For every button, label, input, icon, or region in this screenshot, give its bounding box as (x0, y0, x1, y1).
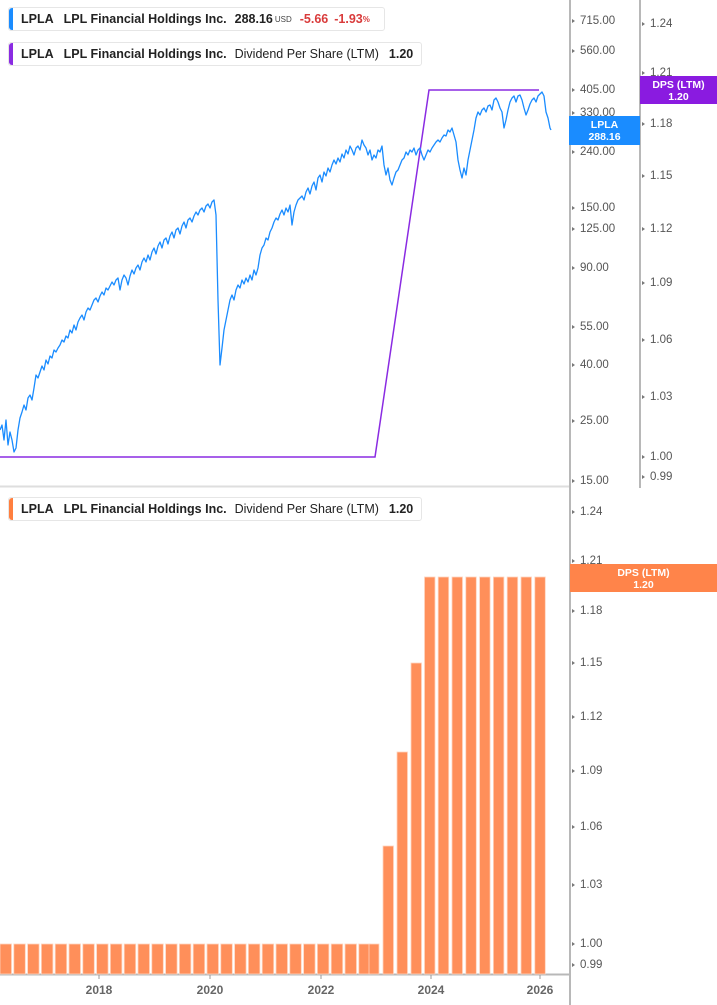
dps-axis-line-top[interactable] (639, 0, 641, 488)
legend-color-swatch (9, 43, 13, 65)
dps-bottom-axis-tick: 1.00 (571, 938, 603, 950)
dps-bottom-axis-tick: 1.15 (571, 657, 603, 669)
legend-change: -5.66 (299, 12, 329, 26)
dps-axis-tick: 1.12 (641, 223, 673, 235)
dps-bottom-axis-tick: 1.09 (571, 765, 603, 777)
price-axis-tick: 240.00 (571, 146, 616, 158)
price-tag-ticker: LPLA (590, 119, 619, 131)
legend-ticker: LPLA (21, 47, 54, 61)
dps-top-tag-label: DPS (LTM) (652, 79, 705, 91)
price-tag-value: 288.16 (588, 131, 621, 143)
price-axis-tick: 715.00 (571, 15, 616, 27)
legend-ticker: LPLA (21, 12, 54, 26)
legend-change-pct: -1.93 (334, 12, 363, 26)
legend-pct-sign: % (362, 14, 370, 24)
legend-price-value: 288.16 (234, 12, 273, 26)
x-axis-label: 2018 (85, 983, 113, 997)
price-axis-tick: 15.00 (572, 475, 609, 487)
dps-bottom-axis-tick: 0.99 (571, 959, 603, 971)
legend-ticker: LPLA (21, 502, 54, 516)
dps-top-tag-value: 1.20 (668, 91, 689, 103)
legend-value: 1.20 (388, 47, 414, 61)
dps-axis-tick: 0.99 (641, 471, 673, 483)
price-axis-tick: 55.00 (572, 321, 609, 333)
price-tag: LPLA 288.16 (569, 116, 640, 145)
legend-dps-top[interactable]: LPLA LPL Financial Holdings Inc. Dividen… (8, 42, 423, 66)
dps-top-tag: DPS (LTM) 1.20 (640, 76, 717, 104)
dps-axis-tick: 1.15 (641, 170, 673, 182)
dps-line (0, 89, 539, 458)
dps-bottom-axis-tick: 1.12 (571, 711, 603, 723)
dps-bottom-axis-tick: 1.24 (571, 506, 603, 518)
dps-axis-tick: 1.06 (641, 334, 673, 346)
dps-bottom-axis-tick: 1.18 (571, 605, 603, 617)
legend-price[interactable]: LPLA LPL Financial Holdings Inc. 288.16 … (8, 7, 385, 31)
price-line (0, 91, 552, 453)
dps-axis-tick: 1.18 (641, 118, 673, 130)
legend-metric: Dividend Per Share (LTM) (234, 502, 379, 516)
x-axis-label: 2022 (307, 983, 335, 997)
price-axis-tick: 125.00 (571, 223, 616, 235)
dps-bars (0, 576, 546, 975)
dps-bottom-axis-tick: 1.06 (571, 821, 603, 833)
dps-bottom-tag-value: 1.20 (633, 579, 654, 591)
x-axis-ticks (98, 975, 541, 979)
dps-bottom-axis-tick: 1.03 (571, 879, 603, 891)
legend-value: 1.20 (388, 502, 414, 516)
price-axis-line[interactable] (569, 0, 571, 1005)
legend-color-swatch (9, 8, 13, 30)
legend-company-name: LPL Financial Holdings Inc. (63, 502, 227, 516)
price-axis-tick: 560.00 (571, 45, 616, 57)
price-axis-tick: 25.00 (572, 415, 609, 427)
dps-bottom-tag-label: DPS (LTM) (617, 567, 670, 579)
price-axis-tick: 90.00 (572, 262, 609, 274)
dps-axis-tick: 1.24 (641, 18, 673, 30)
dps-axis-tick: 1.09 (641, 277, 673, 289)
dps-axis-tick: 1.00 (641, 451, 673, 463)
legend-color-swatch (9, 498, 13, 520)
legend-company-name: LPL Financial Holdings Inc. (63, 12, 227, 26)
legend-company-name: LPL Financial Holdings Inc. (63, 47, 227, 61)
x-axis-label: 2020 (196, 983, 224, 997)
x-axis-label: 2024 (417, 983, 445, 997)
dps-bottom-tag: DPS (LTM) 1.20 (570, 564, 717, 592)
dps-axis-tick: 1.03 (641, 391, 673, 403)
legend-dps-bottom[interactable]: LPLA LPL Financial Holdings Inc. Dividen… (8, 497, 423, 521)
x-axis-label: 2026 (526, 983, 554, 997)
legend-metric: Dividend Per Share (LTM) (234, 47, 379, 61)
price-axis-tick: 405.00 (571, 84, 616, 96)
price-axis-tick: 40.00 (572, 359, 609, 371)
price-axis-tick: 150.00 (571, 202, 616, 214)
legend-currency: USD (274, 14, 292, 24)
